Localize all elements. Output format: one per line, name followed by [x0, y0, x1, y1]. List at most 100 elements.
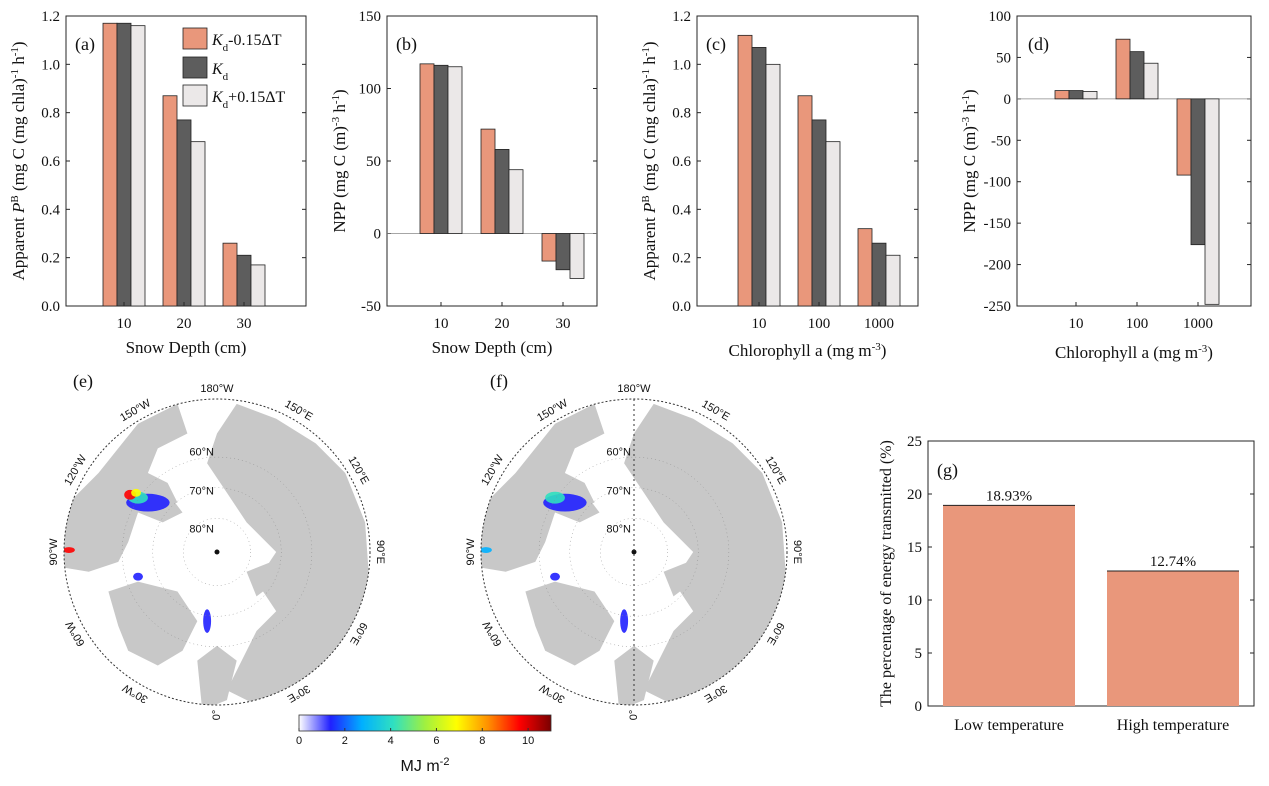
bar [236, 254, 252, 307]
latitude-circle [569, 487, 699, 617]
legend-swatch [182, 56, 208, 79]
energy-patch [545, 491, 565, 504]
y-tick-label: 5 [915, 646, 923, 662]
bar-chart-c: 0.0 0.2 0.4 0.6 0.8 1.0 1.2 10 100 1000 (c) Chlorop… [640, 9, 919, 360]
bar [811, 119, 827, 307]
y-tick-label: 0.8 [672, 106, 691, 122]
pole-marker [631, 549, 637, 555]
colorbar-tick-label: 2 [342, 735, 348, 747]
map-body [481, 399, 787, 705]
bar [1115, 38, 1131, 100]
y-axis-label: NPP (mg C (m)-3 h-1) [960, 89, 979, 232]
bar [222, 242, 238, 307]
latitude-label: 60°N [606, 446, 631, 458]
colorbar-tick-label: 0 [296, 735, 302, 747]
bar [1143, 62, 1159, 100]
bar-chart-a: 0.0 0.2 0.4 0.6 0.8 1.0 1.2 10 20 30 (a) Snow Depth… [9, 9, 307, 357]
longitude-label: 90°W [465, 538, 477, 566]
bar [885, 254, 901, 307]
bar [797, 95, 813, 307]
latitude-label: 70°N [606, 486, 631, 498]
bar [1176, 98, 1192, 176]
x-tick-label: 10 [117, 316, 132, 332]
land-scandinavia [197, 645, 237, 705]
panel-label: (g) [937, 460, 958, 481]
colorbar: 0 2 4 6 8 10 MJ m-2 [296, 714, 552, 775]
y-tick-label: 150 [359, 9, 382, 25]
bar [162, 95, 178, 307]
legend-swatch [182, 84, 208, 107]
energy-patch [133, 572, 143, 581]
bar [433, 64, 449, 234]
y-axis-label: Apparent PB (mg C (mg chla)-1 h-1) [9, 41, 28, 280]
legend-label: Kd-0.15ΔT [211, 32, 282, 54]
data-label: 18.93% [986, 488, 1032, 504]
x-axis-label: Chlorophyll a (mg m-3) [729, 341, 887, 360]
y-tick-label: 0.6 [41, 154, 60, 170]
land-svalbard [246, 561, 277, 597]
x-tick-label: 10 [752, 316, 767, 332]
panel-label: (b) [396, 34, 417, 55]
land-scandinavia [614, 645, 654, 705]
bar [1082, 91, 1098, 100]
y-tick-label: 25 [907, 434, 922, 450]
bar [190, 141, 206, 307]
x-tick-label: High temperature [1117, 717, 1229, 734]
land-eurasia [624, 403, 787, 705]
legend-swatch [182, 27, 208, 50]
energy-patch [64, 547, 75, 553]
land-greenland [525, 581, 615, 666]
x-axis-label: Chlorophyll a (mg m-3) [1055, 343, 1213, 362]
latitude-circle [121, 456, 313, 648]
bar [1054, 90, 1070, 100]
bar [541, 233, 557, 262]
latitude-label: 70°N [189, 486, 214, 498]
bar [555, 233, 571, 271]
y-tick-label: 0.0 [672, 299, 691, 315]
bar [569, 233, 585, 279]
panel-label: (d) [1028, 34, 1049, 55]
bar [737, 34, 753, 307]
plot-frame [1016, 15, 1252, 307]
x-tick-label: 100 [808, 316, 831, 332]
x-axis-label: Snow Depth (cm) [126, 338, 247, 357]
x-tick-label: 1000 [1183, 316, 1213, 332]
longitude-label: 0° [211, 710, 223, 721]
y-tick-label: 100 [359, 82, 382, 98]
bar [494, 148, 510, 234]
y-tick-label: 1.0 [672, 57, 691, 73]
legend-label: Kd+0.15ΔT [211, 89, 285, 111]
y-tick-label: 0.2 [672, 251, 691, 267]
y-tick-label: 1.2 [41, 9, 60, 25]
y-tick-label: 10 [907, 593, 922, 609]
bar [751, 47, 767, 307]
y-tick-label: 1.2 [672, 9, 691, 25]
y-tick-label: 0 [915, 699, 923, 715]
y-axis-label: The percentage of energy transmitted (%) [878, 440, 895, 707]
colorbar-tick-label: 10 [522, 735, 534, 747]
longitude-label: 180°W [617, 383, 651, 395]
longitude-label: 90°W [48, 538, 60, 566]
bar [102, 22, 118, 307]
y-tick-label: 50 [996, 50, 1011, 66]
latitude-label: 80°N [606, 523, 631, 535]
y-axis-label: Apparent PB (mg C (mg chla)-1 h-1) [640, 41, 659, 280]
longitude-label: 180°W [200, 383, 234, 395]
x-axis-label: Snow Depth (cm) [432, 338, 553, 357]
energy-patch [620, 609, 629, 633]
panel-label: (a) [75, 34, 95, 55]
y-tick-label: 0.8 [41, 106, 60, 122]
bar [116, 22, 132, 307]
bar [447, 66, 463, 234]
x-tick-label: 10 [1069, 316, 1084, 332]
bar [1204, 98, 1220, 305]
map-body [64, 399, 370, 705]
land-north-america [481, 403, 605, 572]
map-boundary [480, 398, 788, 706]
latitude-circle [183, 518, 251, 586]
colorbar-tick-label: 6 [433, 735, 439, 747]
y-tick-label: 0.6 [672, 154, 691, 170]
colorbar-tick-label: 4 [388, 735, 394, 747]
